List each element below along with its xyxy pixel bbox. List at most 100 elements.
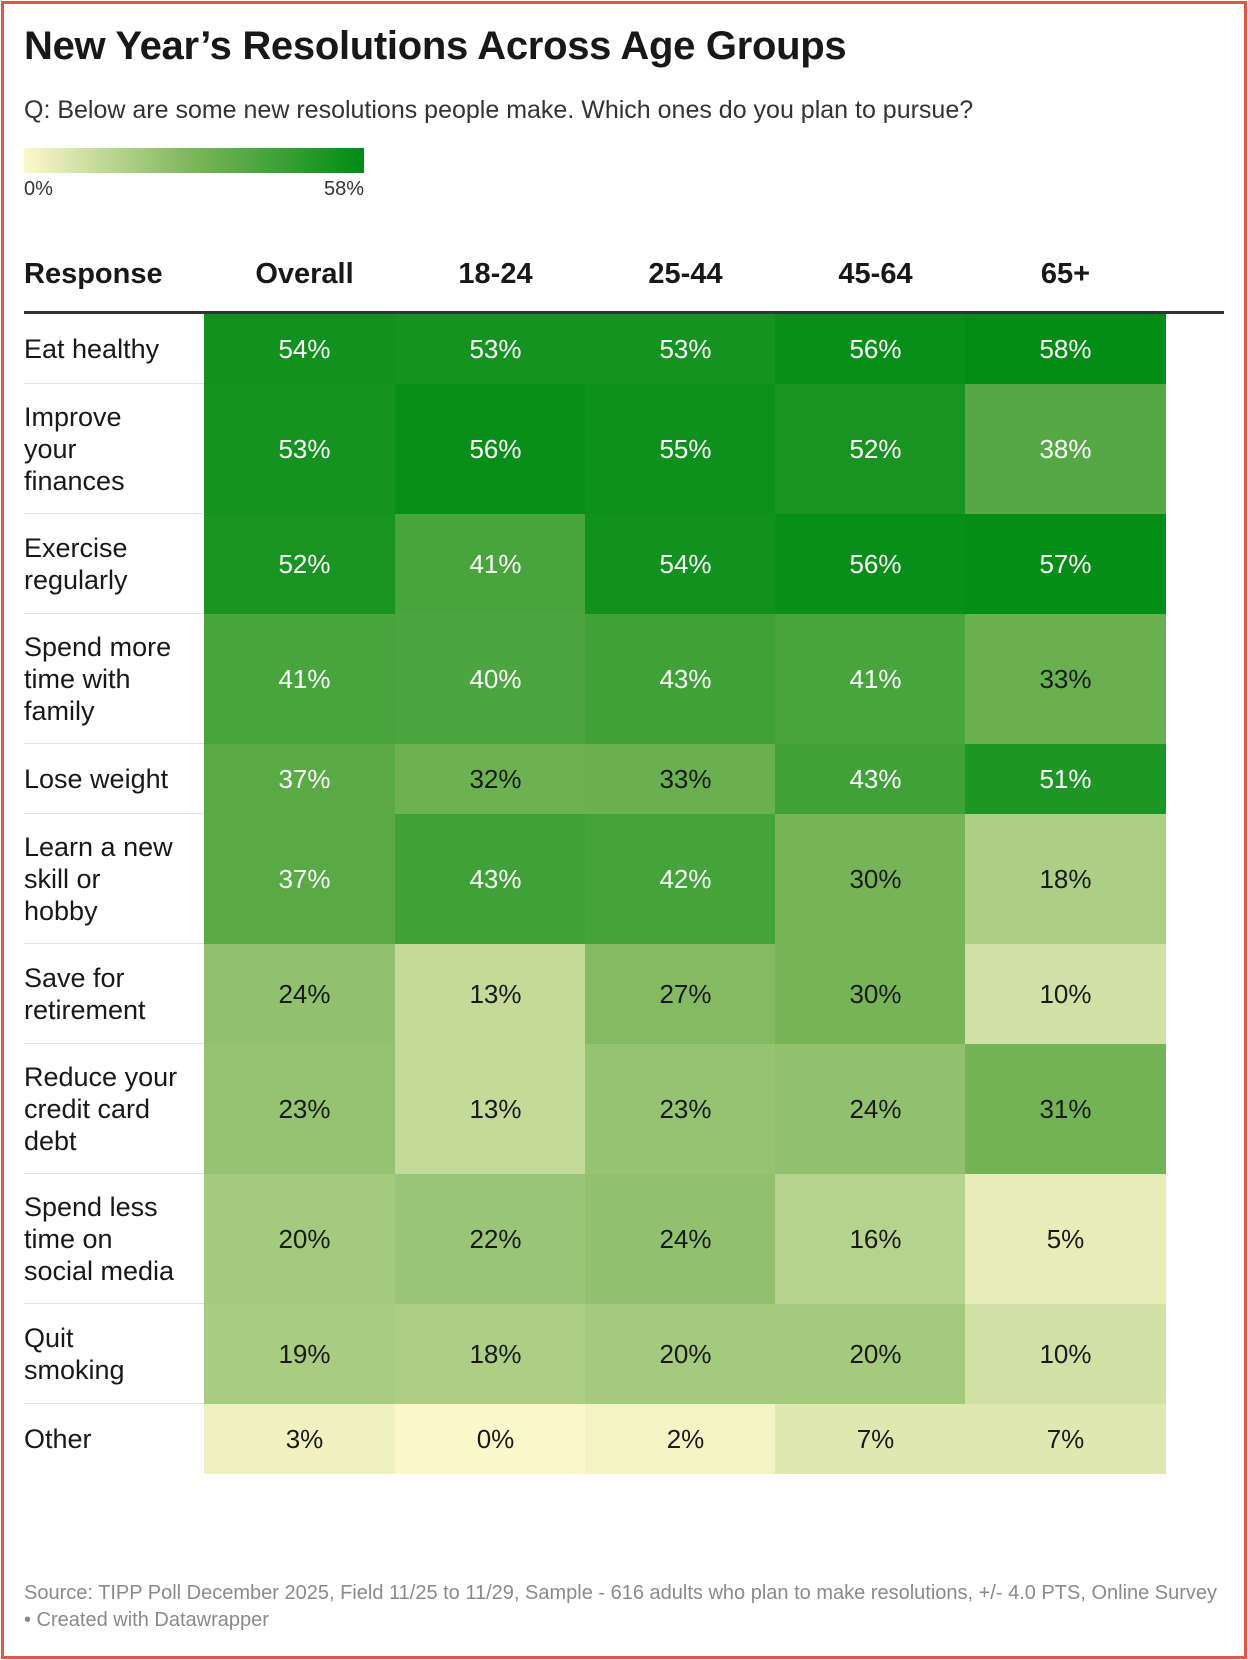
heatmap-cell: 16%: [775, 1174, 976, 1304]
row-label: Spend less time on social media: [24, 1174, 214, 1304]
color-legend-bar: [24, 148, 364, 173]
table-row: Save for retirement 24% 13% 27% 30% 10%: [24, 944, 1224, 1044]
row-label-line: Learn a new: [24, 831, 173, 862]
heatmap-cell: 53%: [395, 314, 596, 384]
heatmap-cell: 56%: [775, 514, 976, 614]
row-label: Improve your finances: [24, 384, 214, 514]
heatmap-cell: 20%: [585, 1304, 786, 1404]
table-row: Spend less time on social media 20% 22% 24% 16…: [24, 1174, 1224, 1304]
heatmap-cell: 55%: [585, 384, 786, 514]
row-label: Lose weight: [24, 744, 214, 814]
heatmap-cell: 33%: [965, 614, 1166, 744]
chart-subtitle: Q: Below are some new resolutions people…: [24, 96, 974, 124]
heatmap-cell: 5%: [965, 1174, 1166, 1304]
table-row: Spend more time with family 41% 40% 43% 41% 33%: [24, 614, 1224, 744]
heatmap-cell: 43%: [585, 614, 786, 744]
table-row: Other 3% 0% 2% 7% 7%: [24, 1404, 1224, 1474]
row-label: Eat healthy: [24, 314, 214, 384]
row-label: Other: [24, 1404, 214, 1474]
row-label-line: Improve: [24, 401, 122, 432]
heatmap-cell: 23%: [585, 1044, 786, 1174]
row-label-line: credit card: [24, 1093, 151, 1124]
row-label-line: family: [24, 695, 95, 726]
table-row: Lose weight 37% 32% 33% 43% 51%: [24, 744, 1224, 814]
heatmap-cell: 33%: [585, 744, 786, 814]
heatmap-cell: 42%: [585, 814, 786, 944]
heatmap-cell: 13%: [395, 944, 596, 1044]
heatmap-cell: 41%: [395, 514, 596, 614]
row-label-line: Eat healthy: [24, 333, 160, 364]
row-label-line: regularly: [24, 564, 128, 595]
heatmap-cell: 20%: [775, 1304, 976, 1404]
row-label-line: social media: [24, 1255, 175, 1286]
header-response: Response: [24, 258, 163, 290]
heatmap-cell: 43%: [395, 814, 596, 944]
heatmap-cell: 32%: [395, 744, 596, 814]
table-row: Quit smoking 19% 18% 20% 20% 10%: [24, 1304, 1224, 1404]
table-row: Exercise regularly 52% 41% 54% 56% 57%: [24, 514, 1224, 614]
heatmap-cell: 22%: [395, 1174, 596, 1304]
row-label-line: skill or: [24, 863, 101, 894]
chart-title: New Year’s Resolutions Across Age Groups: [24, 24, 847, 68]
heatmap-cell: 20%: [204, 1174, 405, 1304]
row-label-line: hobby: [24, 895, 98, 926]
heatmap-cell: 0%: [395, 1404, 596, 1474]
row-label-line: time with: [24, 663, 131, 694]
heatmap-cell: 52%: [204, 514, 405, 614]
table-row: Improve your finances 53% 56% 55% 52% 38%: [24, 384, 1224, 514]
heatmap-cell: 10%: [965, 944, 1166, 1044]
heatmap-cell: 2%: [585, 1404, 786, 1474]
heatmap-cell: 18%: [395, 1304, 596, 1404]
row-label-line: smoking: [24, 1354, 125, 1385]
heatmap-cell: 13%: [395, 1044, 596, 1174]
row-label-line: Other: [24, 1424, 92, 1454]
heatmap-cell: 18%: [965, 814, 1166, 944]
heatmap-cell: 30%: [775, 944, 976, 1044]
heatmap-cell: 56%: [395, 384, 596, 514]
heatmap-cell: 38%: [965, 384, 1166, 514]
row-label-line: retirement: [24, 994, 146, 1025]
heatmap-cell: 56%: [775, 314, 976, 384]
heatmap-cell: 23%: [204, 1044, 405, 1174]
heatmap-cell: 41%: [775, 614, 976, 744]
table-row: Eat healthy 54% 53% 53% 56% 58%: [24, 314, 1224, 384]
heatmap-cell: 10%: [965, 1304, 1166, 1404]
heatmap-cell: 24%: [775, 1044, 976, 1174]
heatmap-cell: 40%: [395, 614, 596, 744]
legend-min-label: 0%: [24, 178, 53, 200]
row-label-line: your: [24, 433, 77, 464]
header-overall: Overall: [255, 258, 354, 290]
heatmap-cell: 51%: [965, 744, 1166, 814]
heatmap-cell: 54%: [585, 514, 786, 614]
heatmap-cell: 7%: [775, 1404, 976, 1474]
heatmap-cell: 24%: [585, 1174, 786, 1304]
source-note: Source: TIPP Poll December 2025, Field 1…: [24, 1582, 1218, 1631]
heatmap-cell: 53%: [204, 384, 405, 514]
heatmap-cell: 3%: [204, 1404, 405, 1474]
row-label: Learn a new skill or hobby: [24, 814, 214, 944]
heatmap-cell: 37%: [204, 744, 405, 814]
header-divider: [24, 311, 1224, 314]
row-label: Exercise regularly: [24, 514, 214, 614]
row-label: Quit smoking: [24, 1304, 214, 1404]
heatmap-cell: 58%: [965, 314, 1166, 384]
legend-max-label: 58%: [323, 178, 364, 200]
heatmap-cell: 52%: [775, 384, 976, 514]
heatmap-cell: 53%: [585, 314, 786, 384]
row-label: Spend more time with family: [24, 614, 214, 744]
heatmap-cell: 54%: [204, 314, 405, 384]
heatmap-cell: 31%: [965, 1044, 1166, 1174]
heatmap-cell: 7%: [965, 1404, 1166, 1474]
heatmap-cell: 27%: [585, 944, 786, 1044]
table-row: Reduce your credit card debt 23% 13% 23% 24% 31…: [24, 1044, 1224, 1174]
row-label-line: Lose weight: [24, 763, 169, 794]
row-label: Save for retirement: [24, 944, 214, 1044]
heatmap-cell: 43%: [775, 744, 976, 814]
row-label-line: Spend less: [24, 1191, 158, 1222]
row-label-line: finances: [24, 465, 125, 496]
heatmap-cell: 57%: [965, 514, 1166, 614]
row-label-line: Save for: [24, 962, 125, 993]
row-label: Reduce your credit card debt: [24, 1044, 214, 1174]
header-18-24: 18-24: [458, 258, 533, 290]
row-label-line: Reduce your: [24, 1061, 178, 1092]
